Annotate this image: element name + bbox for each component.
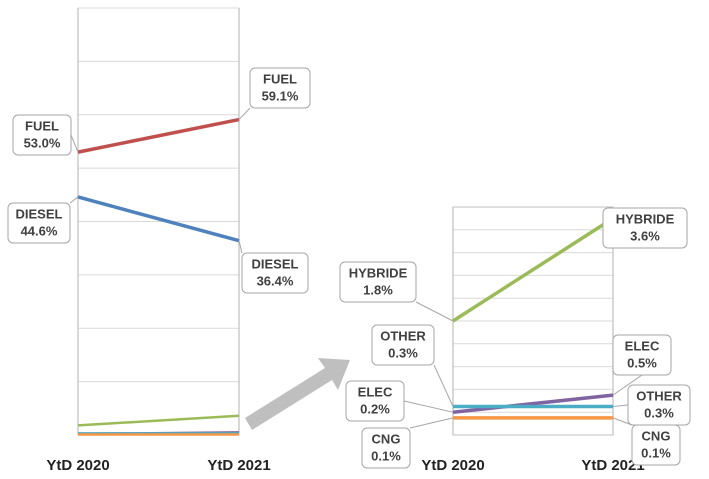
series-name: OTHER	[380, 328, 426, 343]
callout-leader	[69, 196, 79, 204]
series-name: DIESEL	[16, 206, 63, 221]
data-label: 53.0%	[24, 135, 61, 150]
series-line	[77, 414, 240, 427]
series-name: OTHER	[636, 388, 682, 403]
series-name: DIESEL	[252, 256, 299, 271]
callout-leader	[238, 240, 243, 254]
data-label: 59.1%	[262, 88, 299, 103]
data-label: 44.6%	[21, 223, 58, 238]
series-name: FUEL	[263, 71, 297, 86]
zoom-arrow	[245, 358, 350, 430]
callout-box	[7, 202, 71, 244]
data-label: 0.5%	[627, 355, 657, 370]
x-tick-label: YtD 2021	[581, 457, 644, 474]
data-label: 0.3%	[644, 405, 674, 420]
callout-box	[249, 67, 311, 109]
series-line	[452, 216, 614, 323]
data-label: 1.8%	[363, 282, 393, 297]
callout-leader	[612, 374, 643, 396]
series-name: HYBRIDE	[616, 211, 675, 226]
series-line	[77, 117, 240, 154]
callout-box	[345, 380, 405, 422]
callout-leader	[70, 134, 79, 153]
data-label: 0.1%	[371, 448, 401, 463]
series-name: FUEL	[25, 118, 59, 133]
series-name: CNG	[372, 431, 401, 446]
series-name: HYBRIDE	[349, 265, 408, 280]
data-label: 0.3%	[388, 345, 418, 360]
x-tick-label: YtD 2020	[421, 457, 484, 474]
x-tick-label: YtD 2021	[207, 457, 270, 474]
callout-leader	[403, 400, 454, 413]
x-tick-label: YtD 2020	[46, 457, 109, 474]
callout-leader	[612, 417, 633, 426]
callout-leader	[409, 417, 454, 429]
series-name: CNG	[642, 428, 671, 443]
callout-leader	[433, 364, 454, 407]
callout-leader	[238, 107, 251, 120]
callout-box	[631, 424, 681, 466]
data-label: 0.1%	[641, 445, 671, 460]
callout-box	[12, 114, 72, 156]
callout-box	[241, 252, 309, 294]
callout-box	[371, 324, 435, 366]
data-label: 0.2%	[360, 401, 390, 416]
data-label: 36.4%	[257, 273, 294, 288]
callout-leader	[415, 301, 454, 322]
series-name: ELEC	[358, 384, 393, 399]
callout-box	[602, 207, 688, 249]
series-line	[452, 393, 614, 414]
callout-box	[339, 261, 417, 303]
callout-box	[612, 334, 672, 376]
series-line	[77, 195, 240, 243]
series-name: ELEC	[625, 338, 660, 353]
data-label: 3.6%	[630, 228, 660, 243]
callout-box	[361, 427, 411, 469]
callout-leader	[612, 404, 629, 407]
